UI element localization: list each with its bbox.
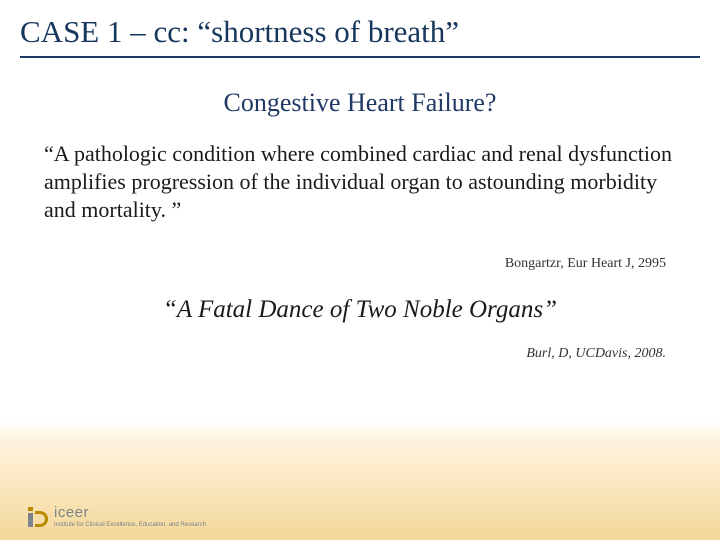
title-underline: [20, 56, 700, 58]
citation-1: Bongartzr, Eur Heart J, 2995: [0, 256, 666, 272]
footer-logo: iceer Institute for Clinical Excellence,…: [28, 505, 206, 528]
slide-title: CASE 1 – cc: “shortness of breath”: [0, 0, 720, 56]
logo-mark-icon: [28, 507, 48, 527]
tagline-quote: “A Fatal Dance of Two Noble Organs”: [0, 296, 720, 324]
logo-text: iceer Institute for Clinical Excellence,…: [54, 505, 206, 528]
definition-quote: “A pathologic condition where combined c…: [44, 140, 676, 224]
logo-name: iceer: [54, 505, 206, 520]
citation-2: Burl, D, UCDavis, 2008.: [0, 346, 666, 362]
slide-subtitle: Congestive Heart Failure?: [0, 88, 720, 118]
logo-tagline: Institute for Clinical Excellence, Educa…: [54, 522, 206, 528]
